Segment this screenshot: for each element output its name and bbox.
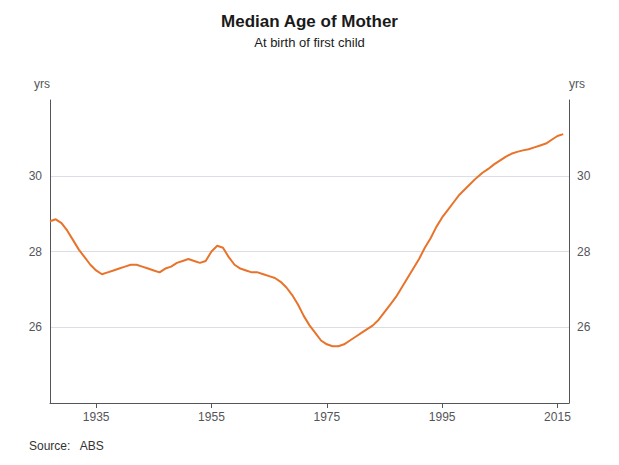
svg-text:1935: 1935: [83, 410, 110, 424]
svg-text:1995: 1995: [429, 410, 456, 424]
svg-text:yrs: yrs: [569, 77, 585, 91]
svg-text:26: 26: [29, 320, 43, 334]
svg-text:1955: 1955: [198, 410, 225, 424]
svg-text:28: 28: [29, 245, 43, 259]
svg-text:28: 28: [577, 245, 591, 259]
svg-text:1975: 1975: [313, 410, 340, 424]
svg-text:At birth of first child: At birth of first child: [254, 35, 365, 50]
svg-text:26: 26: [577, 320, 591, 334]
svg-text:2015: 2015: [544, 410, 571, 424]
svg-text:30: 30: [29, 169, 43, 183]
svg-text:Median Age of Mother: Median Age of Mother: [221, 12, 398, 31]
svg-text:30: 30: [577, 169, 591, 183]
svg-text:Source: ABS: Source: ABS: [29, 439, 104, 453]
svg-text:yrs: yrs: [34, 77, 50, 91]
